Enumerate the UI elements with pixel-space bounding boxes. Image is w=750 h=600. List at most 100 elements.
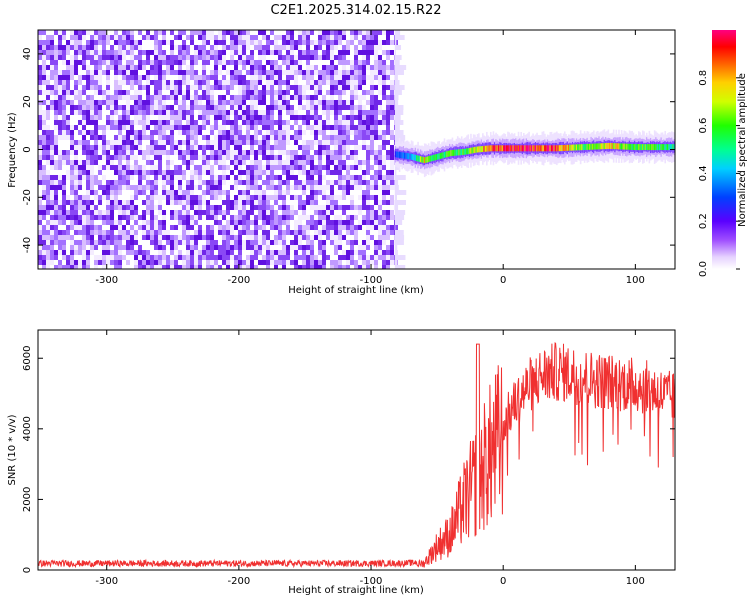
noise-cell	[158, 175, 162, 180]
noise-cell	[170, 255, 174, 260]
noise-cell	[330, 190, 334, 195]
noise-cell	[162, 160, 166, 165]
noise-cell	[254, 120, 258, 125]
noise-cell	[186, 105, 190, 110]
noise-cell	[322, 175, 326, 180]
noise-cell	[186, 245, 190, 250]
noise-cell	[70, 100, 74, 105]
noise-cell	[98, 140, 102, 145]
noise-cell	[142, 35, 146, 40]
noise-cell	[366, 105, 370, 110]
noise-cell	[270, 125, 274, 130]
noise-cell	[302, 125, 306, 130]
noise-cell	[90, 50, 94, 55]
noise-cell	[98, 180, 102, 185]
noise-cell	[150, 55, 154, 60]
noise-cell	[202, 250, 206, 255]
noise-cell	[98, 250, 102, 255]
noise-cell	[310, 55, 314, 60]
noise-cell	[242, 260, 246, 265]
noise-cell	[118, 195, 122, 200]
noise-cell	[314, 240, 318, 245]
noise-cell	[330, 120, 334, 125]
noise-cell	[94, 125, 98, 130]
noise-cell	[186, 210, 190, 215]
noise-cell	[150, 85, 154, 90]
noise-cell	[298, 60, 302, 65]
noise-cell	[278, 155, 282, 160]
noise-cell	[122, 190, 126, 195]
noise-cell	[98, 30, 102, 35]
noise-cell	[334, 260, 338, 265]
noise-cell	[66, 215, 70, 220]
noise-edge-cell	[394, 130, 404, 135]
noise-cell	[270, 45, 274, 50]
noise-cell	[250, 85, 254, 90]
noise-cell	[86, 45, 90, 50]
noise-cell	[250, 255, 254, 260]
noise-cell	[282, 250, 286, 255]
noise-cell	[178, 110, 182, 115]
noise-cell	[54, 265, 58, 269]
noise-cell	[226, 120, 230, 125]
noise-cell	[274, 90, 278, 95]
noise-cell	[166, 30, 170, 35]
noise-cell	[202, 30, 206, 35]
noise-cell	[218, 245, 222, 250]
noise-cell	[166, 200, 170, 205]
noise-cell	[226, 175, 230, 180]
noise-cell	[42, 30, 46, 35]
noise-cell	[234, 75, 238, 80]
noise-cell	[146, 240, 150, 245]
noise-cell	[102, 240, 106, 245]
noise-cell	[306, 235, 310, 240]
track-core-column	[509, 145, 512, 152]
noise-cell	[218, 180, 222, 185]
noise-cell	[246, 135, 250, 140]
noise-edge-cell	[394, 100, 399, 105]
noise-cell	[186, 55, 190, 60]
noise-cell	[274, 60, 278, 65]
noise-cell	[150, 130, 154, 135]
noise-cell	[198, 95, 202, 100]
noise-cell	[82, 195, 86, 200]
noise-cell	[338, 240, 342, 245]
noise-cell	[358, 180, 362, 185]
noise-cell	[134, 205, 138, 210]
noise-cell	[194, 255, 198, 260]
noise-cell	[330, 150, 334, 155]
noise-cell	[362, 175, 366, 180]
noise-cell	[270, 240, 274, 245]
noise-cell	[166, 120, 170, 125]
noise-cell	[266, 120, 270, 125]
noise-cell	[38, 225, 42, 230]
noise-cell	[118, 175, 122, 180]
noise-cell	[386, 150, 390, 155]
noise-cell	[326, 150, 330, 155]
noise-cell	[302, 50, 306, 55]
noise-cell	[78, 100, 82, 105]
noise-cell	[374, 155, 378, 160]
noise-cell	[294, 130, 298, 135]
noise-cell	[326, 235, 330, 240]
noise-cell	[202, 200, 206, 205]
noise-cell	[114, 50, 118, 55]
noise-cell	[362, 260, 366, 265]
noise-cell	[266, 255, 270, 260]
noise-edge-cell	[394, 230, 404, 235]
noise-cell	[110, 245, 114, 250]
noise-cell	[378, 90, 382, 95]
noise-cell	[338, 135, 342, 140]
noise-cell	[270, 225, 274, 230]
track-core-column	[478, 146, 480, 153]
noise-cell	[222, 140, 226, 145]
noise-cell	[126, 125, 130, 130]
noise-cell	[386, 230, 390, 235]
noise-cell	[266, 30, 270, 35]
noise-cell	[70, 220, 74, 225]
noise-cell	[222, 250, 226, 255]
noise-cell	[322, 120, 326, 125]
noise-cell	[362, 165, 366, 170]
noise-cell	[150, 230, 154, 235]
noise-cell	[174, 190, 178, 195]
